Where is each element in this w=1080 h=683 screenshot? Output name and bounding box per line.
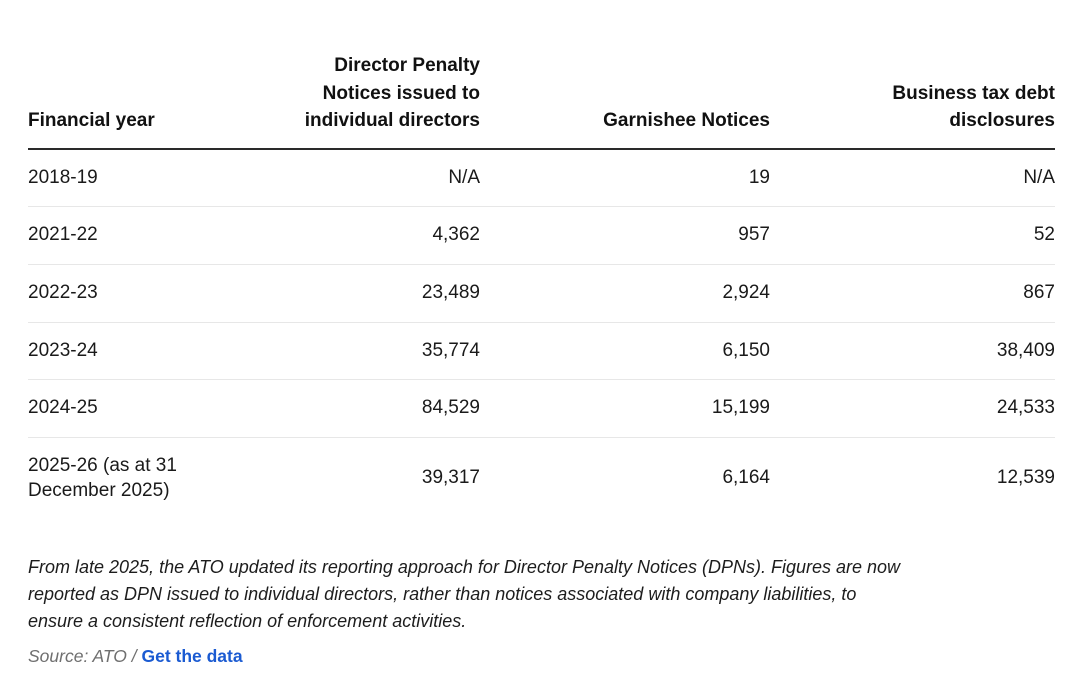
column-header-financial-year: Financial year [28, 52, 263, 150]
disclosures-cell: 24,533 [770, 379, 1055, 439]
column-header-business-tax-debt-disclosures: Business tax debt disclosures [770, 52, 1055, 150]
table-row: 2022-23 23,489 2,924 867 [28, 264, 1055, 323]
dpn-cell: 23,489 [263, 264, 480, 323]
dpn-cell: 84,529 [263, 379, 480, 439]
financial-year-cell: 2023-24 [28, 322, 263, 381]
note-line: ensure a consistent reflection of enforc… [28, 611, 467, 632]
note-line: reported as DPN issued to individual dir… [28, 584, 857, 605]
column-header-garnishee-notices: Garnishee Notices [480, 52, 770, 150]
table-row: 2021-22 4,362 957 52 [28, 206, 1055, 266]
financial-year-cell: 2024-25 [28, 379, 263, 439]
garnishee-cell: 6,150 [480, 322, 770, 381]
table-row: 2018-19 N/A 19 N/A [28, 148, 1055, 208]
garnishee-cell: 19 [480, 148, 770, 208]
column-header-director-penalty-notices: Director Penalty Notices issued to indiv… [263, 52, 480, 150]
ato-enforcement-table: Financial year Director Penalty Notices … [28, 52, 1055, 519]
table-row: 2025-26 (as at 31 December 2025) 39,317 … [28, 438, 1055, 520]
table-graphic: Financial year Director Penalty Notices … [28, 52, 1055, 667]
financial-year-cell: 2021-22 [28, 206, 263, 266]
get-the-data-link[interactable]: Get the data [141, 646, 243, 667]
garnishee-cell: 6,164 [722, 467, 770, 489]
source-attribution: Source: ATO / Get the data [28, 646, 1055, 667]
dpn-cell: 4,362 [263, 206, 480, 266]
disclosures-cell: 38,409 [770, 322, 1055, 381]
disclosures-cell: N/A [770, 148, 1055, 208]
dpn-cell: 39,317 [421, 467, 480, 489]
dpn-cell: N/A [263, 148, 480, 208]
garnishee-cell: 957 [480, 206, 770, 266]
disclosures-cell: 52 [770, 206, 1055, 266]
table-row: 2023-24 35,774 6,150 38,409 [28, 322, 1055, 381]
garnishee-cell: 15,199 [480, 379, 770, 439]
disclosures-cell: 867 [770, 264, 1055, 323]
dpn-cell: 35,774 [263, 322, 480, 381]
table-row: 2024-25 84,529 15,199 24,533 [28, 379, 1055, 439]
methodology-note: From late 2025, the ATO updated its repo… [28, 554, 1055, 635]
table-header-row: Financial year Director Penalty Notices … [28, 52, 1055, 150]
disclosures-cell: 12,539 [996, 467, 1055, 489]
source-label: Source: ATO / [28, 646, 142, 667]
financial-year-cell: 2025-26 (as at 31 December 2025) [28, 455, 177, 501]
garnishee-cell: 2,924 [480, 264, 770, 323]
financial-year-cell: 2018-19 [28, 148, 263, 208]
financial-year-cell: 2022-23 [28, 264, 263, 323]
note-line: From late 2025, the ATO updated its repo… [28, 557, 901, 578]
